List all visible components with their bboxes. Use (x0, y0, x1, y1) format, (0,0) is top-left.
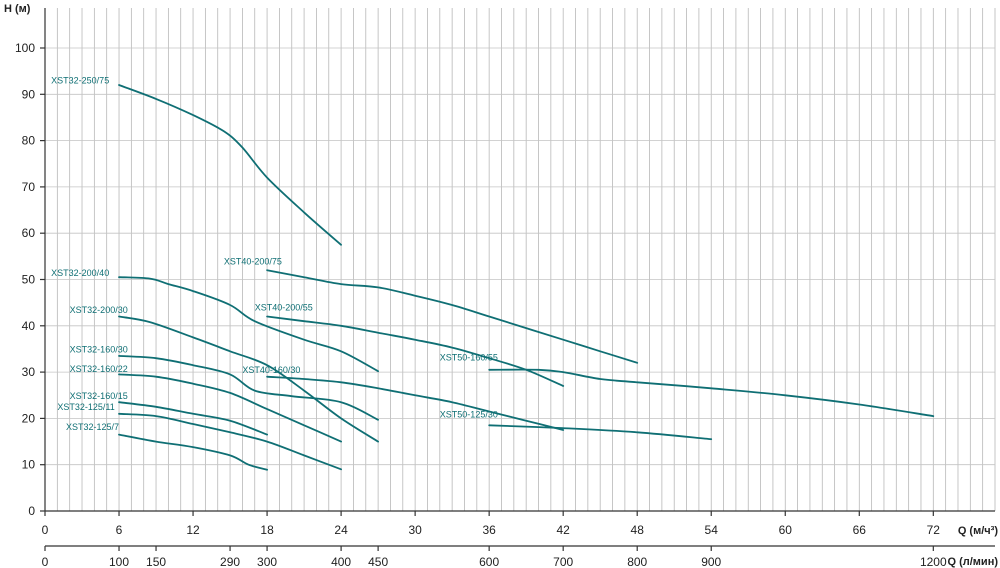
curve-xst32-160-30 (118, 355, 379, 421)
y-tick-label: 100 (15, 41, 35, 55)
x2-tick-label: 300 (257, 555, 277, 568)
curve-label-xst50-125-30: XST50-125/30 (440, 409, 498, 419)
curve-xst32-200-40 (118, 276, 379, 373)
curve-label-xst32-250-75: XST32-250/75 (51, 76, 109, 86)
curve-label-xst40-200-55: XST40-200/55 (255, 303, 313, 313)
x2-tick-label: 600 (479, 555, 499, 568)
curve-labels: XST32-250/75 XST32-200/40 XST32-200/30 XST3… (51, 76, 498, 432)
x-tick-label: 60 (779, 523, 793, 537)
x-tick-label: 30 (408, 523, 422, 537)
x2-tick-label: 700 (553, 555, 573, 568)
x-tick-label: 12 (186, 523, 200, 537)
grid (45, 8, 996, 511)
x-tick-label: 36 (482, 523, 496, 537)
x-tick-label: 24 (334, 523, 348, 537)
x2-tick-label: 150 (146, 555, 166, 568)
x2-tick-label: 450 (368, 555, 388, 568)
y-tick-label: 60 (22, 226, 36, 240)
curve-label-xst32-125-7: XST32-125/7 (66, 422, 119, 432)
x-tick-label: 54 (705, 523, 719, 537)
curve-xst50-160-55 (488, 368, 935, 417)
curve-xst32-200-30 (118, 315, 379, 443)
x-tick-label: 48 (631, 523, 645, 537)
curve-xst32-125-7 (118, 433, 268, 471)
x2-tick-label: 100 (109, 555, 129, 568)
curve-label-xst32-160-30: XST32-160/30 (70, 345, 128, 355)
x2-tick-label: 900 (701, 555, 721, 568)
y-tick-label: 0 (28, 504, 35, 518)
curve-xst40-200-55 (266, 315, 565, 387)
x2-tick-label: 400 (331, 555, 351, 568)
y-tick-label: 80 (22, 134, 36, 148)
y-tick-label: 40 (22, 319, 36, 333)
curve-xst40-200-75 (266, 269, 639, 364)
curve-xst32-160-22 (118, 373, 342, 443)
curve-xst32-250-75 (118, 84, 342, 246)
y-tick-label: 50 (22, 273, 36, 287)
curve-label-xst32-125-11: XST32-125/11 (57, 402, 114, 412)
curve-label-xst40-160-30: XST40-160/30 (242, 365, 300, 375)
x-tick-label: 66 (853, 523, 867, 537)
curve-xst40-160-30 (266, 375, 565, 431)
y-tick-label: 10 (22, 458, 36, 472)
y-tick-label: 30 (22, 365, 36, 379)
curve-label-xst32-200-40: XST32-200/40 (51, 268, 109, 278)
curve-label-xst40-200-75: XST40-200/75 (224, 257, 282, 267)
x2-tick-label: 1200 (920, 555, 947, 568)
x2-tick-label: 800 (627, 555, 647, 568)
x2-axis-title: Q (л/мин) (947, 556, 998, 568)
y-axis-title: H (м) (4, 3, 31, 15)
curve-label-xst32-200-30: XST32-200/30 (70, 305, 128, 315)
x2-tick-label: 290 (220, 555, 240, 568)
x-axis-title: Q (м/ч³) (958, 525, 999, 537)
curve-label-xst32-160-15: XST32-160/15 (70, 391, 128, 401)
curve-xst32-125-11 (118, 412, 342, 471)
x-tick-label: 72 (927, 523, 941, 537)
x-tick-label: 42 (557, 523, 571, 537)
curve-xst32-160-15 (118, 401, 268, 436)
curve-label-xst50-160-55: XST50-160/55 (440, 353, 498, 363)
axes: 0 10 20 30 40 50 60 70 80 90 100 0 6 12 18 24 30 36 42 48 54… (15, 8, 995, 568)
y-tick-label: 90 (22, 87, 36, 101)
y-tick-label: 70 (22, 180, 36, 194)
x-tick-label: 0 (42, 523, 49, 537)
x-tick-label: 18 (260, 523, 274, 537)
x2-tick-label: 0 (42, 555, 49, 568)
curves (118, 84, 935, 471)
x-tick-label: 6 (116, 523, 123, 537)
y-tick-label: 20 (22, 411, 36, 425)
curve-xst50-125-30 (488, 424, 713, 441)
curve-label-xst32-160-22: XST32-160/22 (70, 364, 128, 374)
